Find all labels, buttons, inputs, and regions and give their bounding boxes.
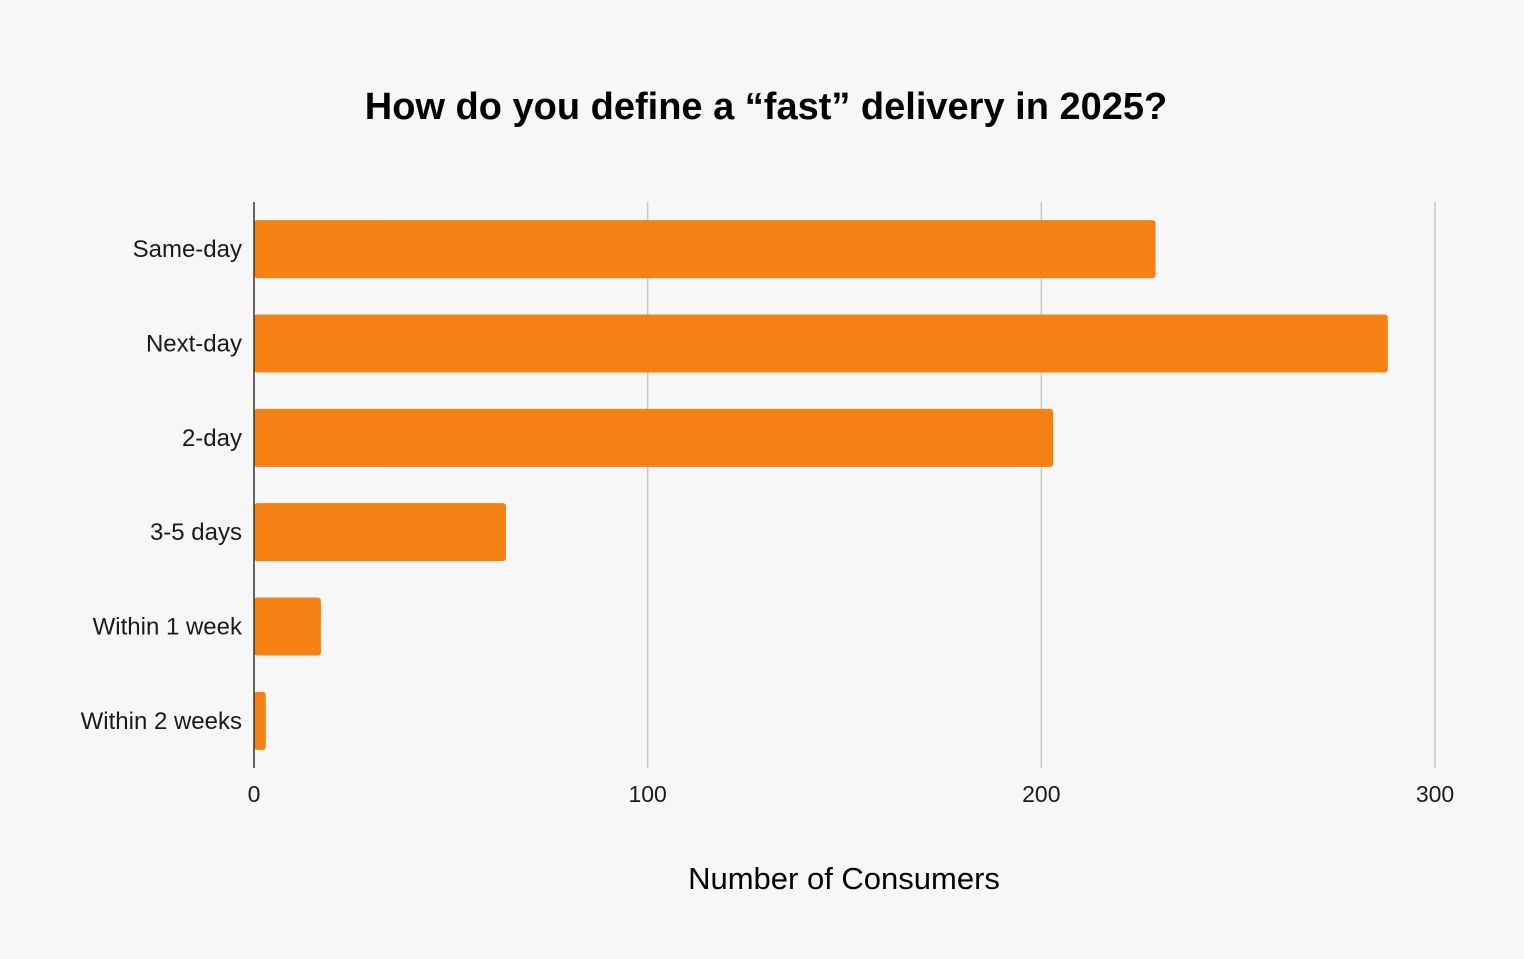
bars: [254, 220, 1388, 750]
bar-within-2-weeks: [254, 691, 266, 750]
category-label-2-day: 2-day: [182, 425, 242, 452]
bar-2-day: [254, 408, 1054, 467]
gridlines: [646, 202, 1436, 768]
category-label-within-1-week: Within 1 week: [93, 614, 243, 641]
bar-next-day: [254, 314, 1388, 373]
bar-within-1-week: [254, 597, 321, 656]
category-label-3-5-days: 3-5 days: [150, 519, 242, 546]
x-axis-title: Number of Consumers: [688, 861, 1000, 896]
x-tick-label-200: 200: [1022, 781, 1060, 807]
category-labels: Same-day Next-day 2-day 3-5 days Within 1 we…: [81, 236, 243, 735]
bar-3-5-days: [254, 503, 506, 562]
x-tick-label-300: 300: [1416, 781, 1454, 807]
chart-title: How do you define a “fast” delivery in 2…: [365, 86, 1167, 128]
x-tick-label-0: 0: [248, 781, 261, 807]
category-label-next-day: Next-day: [146, 331, 242, 358]
bar-same-day: [254, 220, 1156, 279]
x-tick-labels: 0 100 200 300: [248, 781, 1455, 807]
category-label-within-2-weeks: Within 2 weeks: [81, 708, 242, 735]
x-tick-label-100: 100: [628, 781, 666, 807]
category-label-same-day: Same-day: [133, 236, 242, 263]
